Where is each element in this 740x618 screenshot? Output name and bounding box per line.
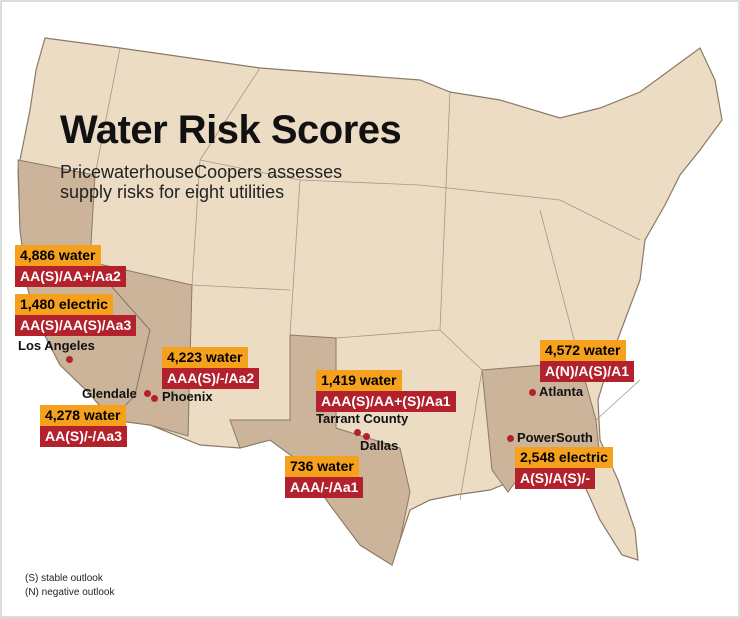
city-label: PowerSouth: [517, 430, 593, 445]
subtitle: PricewaterhouseCoopers assesses: [60, 162, 343, 182]
rating-label: A(S)/A(S)/-: [515, 468, 595, 489]
rating-label: AAA(S)/-/Aa2: [162, 368, 260, 389]
city-dot: [151, 395, 158, 402]
score-label: 4,572 water: [540, 340, 626, 361]
city-label: Glendale: [82, 386, 137, 401]
score-label: 4,278 water: [40, 405, 126, 426]
score-label: 1,480 electric: [15, 294, 113, 315]
city-dot: [144, 390, 151, 397]
city-dot: [507, 435, 514, 442]
city-dot: [363, 433, 370, 440]
score-label: 2,548 electric: [515, 447, 613, 468]
rating-label: AA(S)/-/Aa3: [40, 426, 128, 447]
score-label: 736 water: [285, 456, 359, 477]
subtitle: supply risks for eight utilities: [60, 182, 285, 202]
city-dot: [354, 429, 361, 436]
city-dot: [529, 389, 536, 396]
city-dot: [66, 356, 73, 363]
score-label: 1,419 water: [316, 370, 402, 391]
rating-label: AAA(S)/AA+(S)/Aa1: [316, 391, 456, 412]
city-label: Los Angeles: [18, 338, 95, 353]
rating-label: AAA/-/Aa1: [285, 477, 364, 498]
rating-label: AA(S)/AA+/Aa2: [15, 266, 126, 287]
city-label: Phoenix: [162, 389, 213, 404]
legend-note: (N) negative outlook: [25, 587, 115, 598]
arizona: [88, 261, 193, 437]
city-label: Tarrant County: [316, 411, 409, 426]
rating-label: A(N)/A(S)/A1: [540, 361, 634, 382]
title: Water Risk Scores: [60, 108, 402, 152]
legend-note: (S) stable outlook: [25, 573, 103, 584]
score-label: 4,223 water: [162, 347, 248, 368]
city-label: Atlanta: [539, 384, 584, 399]
state-lines: [94, 47, 641, 501]
rating-label: AA(S)/AA(S)/Aa3: [15, 315, 137, 336]
score-label: 4,886 water: [15, 245, 101, 266]
city-label: Dallas: [360, 438, 399, 453]
